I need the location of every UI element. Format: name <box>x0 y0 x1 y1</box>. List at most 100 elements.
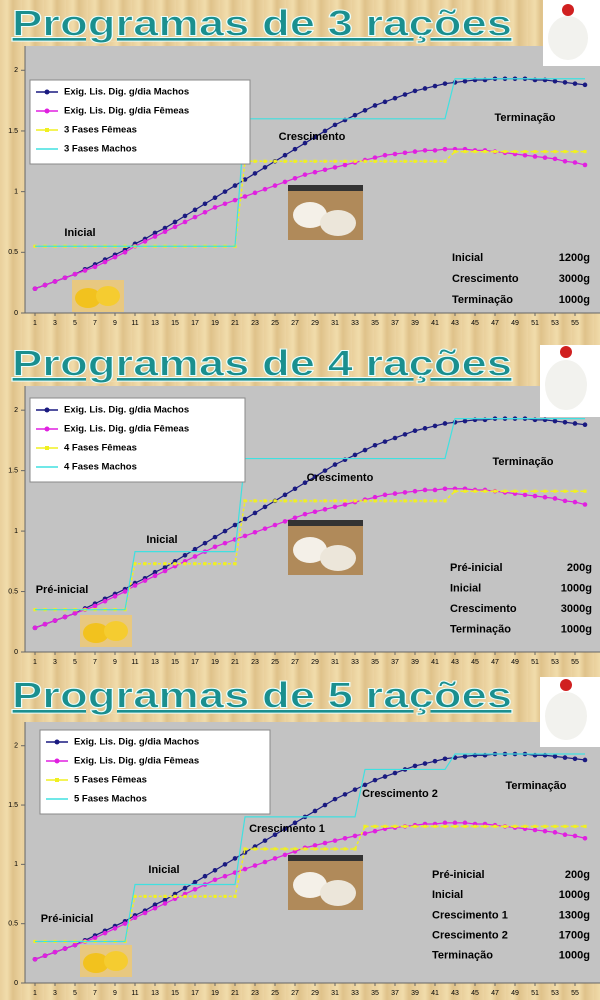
chick <box>104 951 128 971</box>
data-point <box>562 755 568 760</box>
data-point <box>493 824 497 828</box>
data-point <box>392 491 398 496</box>
data-point <box>242 177 248 182</box>
data-point <box>252 510 258 516</box>
data-point <box>422 86 428 91</box>
data-point <box>572 160 578 165</box>
chick <box>104 621 128 641</box>
table-label: Terminação <box>432 950 493 962</box>
table-value: 1000g <box>559 889 590 901</box>
data-point <box>432 758 438 764</box>
table-value: 3000g <box>561 603 592 615</box>
data-point <box>522 152 528 158</box>
table-label: Pré-inicial <box>432 869 485 881</box>
legend-marker <box>44 426 50 432</box>
data-point <box>82 268 88 273</box>
data-point <box>533 149 537 154</box>
chick-photo <box>80 615 132 647</box>
legend-marker <box>44 89 50 95</box>
data-point <box>413 499 417 503</box>
data-point <box>473 149 477 154</box>
data-point <box>363 159 367 163</box>
y-tick-label: 0 <box>14 310 18 317</box>
data-point <box>183 562 187 566</box>
data-point <box>212 205 218 210</box>
table-label: Terminação <box>450 623 511 635</box>
legend-label: 3 Fases Machos <box>64 144 137 155</box>
data-point <box>132 583 138 588</box>
x-tick-label: 47 <box>491 320 499 327</box>
x-tick-label: 37 <box>391 320 399 327</box>
data-point <box>223 562 227 566</box>
series-line <box>35 753 585 943</box>
data-point <box>152 573 158 579</box>
data-point <box>332 838 338 843</box>
table-label: Crescimento 2 <box>432 930 508 942</box>
phase-label: Inicial <box>64 227 95 239</box>
data-point <box>372 155 378 160</box>
data-point <box>583 489 587 493</box>
data-point <box>432 148 438 153</box>
data-point <box>533 824 537 828</box>
x-tick-label: 41 <box>431 990 439 997</box>
data-point <box>112 594 118 599</box>
data-point <box>463 824 467 828</box>
data-point <box>192 546 198 552</box>
data-point <box>392 435 398 441</box>
legend-marker <box>44 407 50 413</box>
bird <box>293 537 327 563</box>
data-point <box>483 149 487 154</box>
data-point <box>62 946 68 951</box>
data-point <box>523 489 527 493</box>
data-point <box>232 522 238 528</box>
data-point <box>292 515 298 521</box>
x-tick-label: 25 <box>271 320 279 327</box>
table-value: 3000g <box>559 273 590 285</box>
data-point <box>513 489 517 493</box>
data-point <box>503 489 507 493</box>
x-tick-label: 49 <box>511 320 519 327</box>
data-point <box>152 230 158 236</box>
data-point <box>543 824 547 828</box>
data-point <box>393 499 397 503</box>
data-point <box>513 824 517 828</box>
x-tick-label: 27 <box>291 659 299 666</box>
data-point <box>292 820 298 826</box>
data-point <box>323 159 327 163</box>
data-point <box>433 824 437 828</box>
data-point <box>32 956 38 962</box>
data-point <box>582 757 588 763</box>
phase-label: Pré-inicial <box>36 584 89 596</box>
data-point <box>282 826 288 832</box>
data-point <box>463 489 467 493</box>
data-point <box>282 492 288 498</box>
data-point <box>453 824 457 828</box>
data-point <box>353 499 357 503</box>
data-point <box>442 81 448 86</box>
data-point <box>233 562 237 566</box>
data-point <box>122 589 128 594</box>
data-point <box>543 149 547 154</box>
data-point <box>382 492 388 498</box>
data-point <box>373 159 377 163</box>
legend-marker <box>45 446 49 450</box>
table-label: Crescimento <box>450 603 517 615</box>
data-point <box>563 149 567 154</box>
data-point <box>383 824 387 828</box>
data-point <box>382 439 388 444</box>
data-point <box>423 499 427 503</box>
data-point <box>163 894 167 898</box>
data-point <box>122 250 128 255</box>
data-point <box>452 820 458 826</box>
data-point <box>413 824 417 828</box>
data-point <box>292 175 298 181</box>
data-point <box>252 190 258 196</box>
x-tick-label: 31 <box>331 990 339 997</box>
chick <box>75 288 101 308</box>
data-point <box>283 159 287 163</box>
data-point <box>162 565 168 570</box>
x-tick-label: 29 <box>311 990 319 997</box>
data-point <box>582 82 588 88</box>
legend-label: Exig. Lis. Dig. g/dia Machos <box>64 87 189 98</box>
data-point <box>332 462 338 467</box>
